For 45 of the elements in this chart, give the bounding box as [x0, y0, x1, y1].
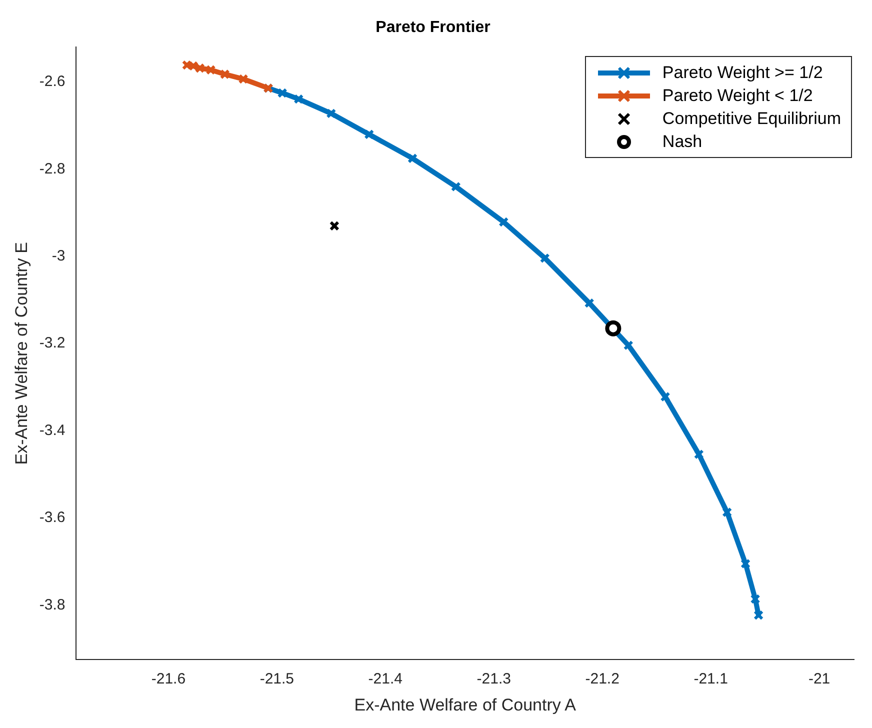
x-tick-label: -21.3 — [476, 670, 511, 688]
point — [188, 60, 198, 71]
point — [194, 63, 205, 74]
y-tick-label: -3.4 — [39, 422, 66, 439]
x-tick-label: -21.6 — [151, 670, 186, 688]
point — [329, 220, 340, 231]
point — [694, 449, 704, 460]
point — [277, 88, 288, 98]
point — [623, 340, 634, 350]
y-axis-title: Ex-Ante Welfare of Country E — [12, 242, 31, 465]
point — [450, 182, 461, 192]
point — [584, 298, 594, 308]
point — [407, 153, 418, 164]
point — [238, 74, 248, 84]
y-tick-label: -3.6 — [39, 509, 66, 526]
x-tick-label: -21.5 — [260, 670, 294, 688]
chart-title: Pareto Frontier — [376, 19, 490, 36]
point — [540, 253, 550, 264]
y-tick-label: -3.8 — [39, 596, 66, 614]
point — [750, 594, 760, 604]
point — [182, 60, 192, 70]
x-axis-title: Ex-Ante Welfare of Country A — [354, 695, 577, 714]
point — [498, 216, 509, 228]
legend-label: Pareto Weight < 1/2 — [662, 85, 813, 107]
legend-label: Competitive Equilibrium — [662, 108, 841, 130]
y-tick-label: -2.6 — [39, 73, 66, 90]
point — [660, 392, 670, 402]
point — [206, 64, 216, 75]
point — [722, 507, 732, 518]
point — [740, 558, 751, 569]
x-tick-label: -21 — [808, 670, 830, 688]
point — [294, 94, 304, 104]
y-tick-label: -3.2 — [39, 334, 66, 352]
point — [326, 108, 336, 118]
point — [754, 610, 764, 620]
point — [220, 69, 230, 80]
x-tick-label: -21.1 — [694, 670, 728, 688]
legend-label: Pareto Weight >= 1/2 — [662, 62, 823, 84]
y-tick-label: -2.8 — [39, 160, 66, 178]
legend-label: Nash — [662, 131, 702, 153]
x-tick-label: -21.2 — [585, 670, 620, 688]
y-tick-label: -3 — [52, 248, 66, 265]
x-tick-label: -21.4 — [368, 670, 402, 688]
point — [605, 320, 622, 336]
point — [364, 129, 374, 140]
